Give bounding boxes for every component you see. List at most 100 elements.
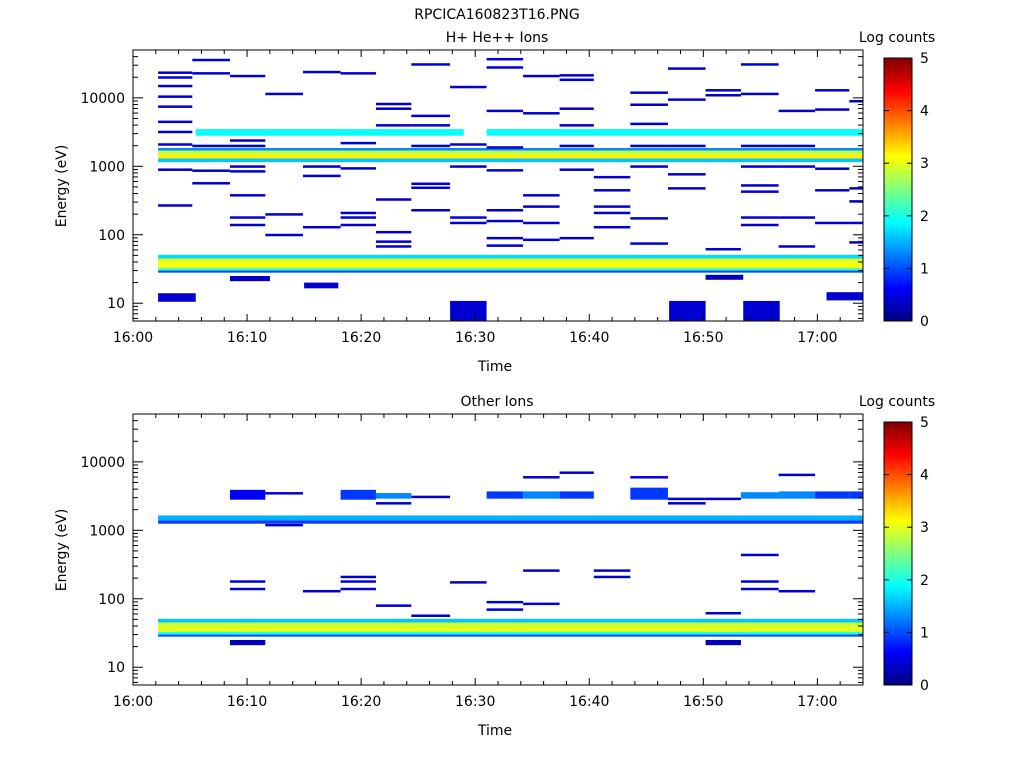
- heatmap-band: [158, 515, 863, 521]
- heatmap-count-line: [705, 497, 741, 501]
- heatmap-band: [158, 622, 863, 628]
- heatmap-count-line: [486, 109, 524, 113]
- heatmap-count-line: [523, 238, 560, 242]
- y-tick-label: 100: [98, 592, 125, 608]
- heatmap-count-line: [411, 186, 451, 190]
- heatmap-cell: [486, 491, 524, 499]
- heatmap-count-line: [740, 587, 779, 591]
- heatmap-count-line: [229, 587, 266, 591]
- colorbar-tick-label: 3: [920, 156, 929, 172]
- heatmap-count-line: [667, 144, 706, 148]
- heatmap-count-line: [559, 168, 594, 171]
- heatmap-count-line: [740, 63, 779, 66]
- heatmap-count-line: [559, 471, 594, 474]
- heatmap-band: [158, 263, 863, 268]
- panel-1-y-label: Energy (eV): [54, 145, 70, 228]
- heatmap-count-line: [740, 184, 779, 187]
- heatmap-count-line: [523, 569, 560, 572]
- heatmap-count-line: [411, 182, 451, 186]
- heatmap-count-line: [559, 124, 594, 127]
- heatmap-count-line: [778, 165, 816, 168]
- heatmap-count-line: [849, 200, 863, 203]
- heatmap-cell: [740, 492, 779, 499]
- panel-1-x-label: Time: [477, 359, 512, 375]
- panel-2-x-axis: 16:00 16:10 16:20 16:30 16:40 16:50 17:00: [113, 414, 841, 710]
- heatmap-count-line: [778, 245, 816, 248]
- heatmap-count-line: [302, 174, 341, 178]
- panel-1-heatmap: [158, 57, 863, 321]
- heatmap-count-line: [411, 124, 451, 127]
- figure-title: RPCICA160823T16.PNG: [414, 7, 579, 23]
- x-tick-label: 17:00: [797, 330, 837, 346]
- heatmap-count-line: [523, 205, 560, 208]
- heatmap-count-line: [411, 114, 451, 118]
- heatmap-band: [158, 520, 863, 524]
- heatmap-band: [158, 150, 863, 155]
- heatmap-count-line: [302, 70, 341, 74]
- heatmap-count-line: [630, 242, 668, 245]
- panel-1-x-axis: 16:00 16:10 16:20 16:30 16:40 16:50 17:00: [113, 50, 841, 346]
- heatmap-count-line: [450, 221, 487, 225]
- heatmap-band: [158, 631, 863, 637]
- heatmap-count-line: [450, 581, 487, 584]
- heatmap-count-line: [523, 476, 560, 479]
- heatmap-count-line: [559, 107, 594, 110]
- heatmap-count-line: [486, 244, 524, 247]
- heatmap-count-line: [486, 66, 524, 69]
- heatmap-band: [158, 158, 863, 163]
- heatmap-count-line: [630, 103, 668, 106]
- heatmap-count-line: [740, 580, 779, 583]
- heatmap-cell: [705, 274, 744, 280]
- heatmap-cell: [229, 275, 270, 282]
- heatmap-count-line: [265, 492, 303, 495]
- heatmap-count-line: [229, 223, 266, 227]
- heatmap-count-line: [411, 63, 451, 66]
- heatmap-count-line: [158, 84, 193, 88]
- heatmap-count-line: [375, 107, 412, 110]
- heatmap-count-line: [667, 497, 706, 501]
- heatmap-count-line: [375, 102, 412, 106]
- colorbar-tick-label: 4: [920, 104, 929, 120]
- heatmap-cell: [304, 282, 339, 289]
- heatmap-cell: [450, 300, 487, 321]
- heatmap-band: [158, 267, 863, 273]
- heatmap-count-line: [375, 198, 412, 201]
- heatmap-cell: [229, 639, 266, 646]
- heatmap-cell: [375, 493, 412, 499]
- heatmap-count-line: [192, 58, 230, 62]
- heatmap-cell: [158, 293, 196, 302]
- x-tick-label: 16:50: [683, 330, 723, 346]
- colorbar-tick-label: 5: [920, 415, 929, 431]
- heatmap-count-line: [229, 144, 266, 148]
- heatmap-count-line: [740, 553, 779, 557]
- heatmap-count-line: [192, 169, 230, 172]
- panel-h-he-ions: H+ He++ Ions 16:00 16:10 16:20 16:30 16:40 16…: [54, 30, 935, 375]
- x-tick-label: 16:30: [455, 694, 495, 710]
- heatmap-count-line: [778, 589, 816, 593]
- colorbar-tick-label: 4: [920, 468, 929, 484]
- heatmap-count-line: [486, 146, 524, 149]
- panel-2-colorbar-ticks: 0 1 2 3 4 5: [884, 415, 929, 694]
- heatmap-count-line: [705, 611, 741, 615]
- x-tick-label: 16:00: [113, 330, 153, 346]
- heatmap-count-line: [630, 91, 668, 94]
- heatmap-count-line: [778, 109, 816, 113]
- x-tick-label: 16:40: [569, 330, 609, 346]
- heatmap-count-line: [630, 217, 668, 220]
- heatmap-count-line: [192, 144, 230, 148]
- heatmap-count-line: [340, 167, 376, 170]
- panel-2-heatmap: [158, 471, 863, 646]
- heatmap-count-line: [593, 569, 631, 572]
- heatmap-count-line: [375, 240, 412, 243]
- heatmap-cell: [743, 300, 780, 321]
- colorbar-tick-label: 2: [920, 573, 929, 589]
- panel-2-colorbar: [883, 421, 913, 686]
- x-tick-label: 16:50: [683, 694, 723, 710]
- heatmap-count-line: [486, 236, 524, 240]
- heatmap-count-line: [740, 144, 779, 148]
- heatmap-count-line: [740, 92, 779, 96]
- heatmap-count-line: [593, 205, 631, 208]
- heatmap-count-line: [559, 144, 594, 148]
- heatmap-count-line: [411, 495, 451, 499]
- x-tick-label: 17:00: [797, 694, 837, 710]
